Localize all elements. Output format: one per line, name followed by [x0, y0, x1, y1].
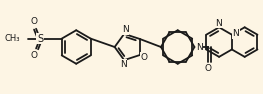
Text: O: O	[31, 17, 38, 26]
Text: O: O	[205, 64, 212, 73]
Text: CH₃: CH₃	[5, 34, 20, 43]
Text: N: N	[196, 42, 203, 52]
Text: N: N	[122, 25, 129, 34]
Text: S: S	[37, 34, 43, 44]
Text: N: N	[232, 29, 239, 38]
Text: N: N	[120, 60, 127, 69]
Text: N: N	[215, 19, 221, 28]
Text: O: O	[140, 53, 147, 62]
Text: O: O	[31, 51, 38, 60]
